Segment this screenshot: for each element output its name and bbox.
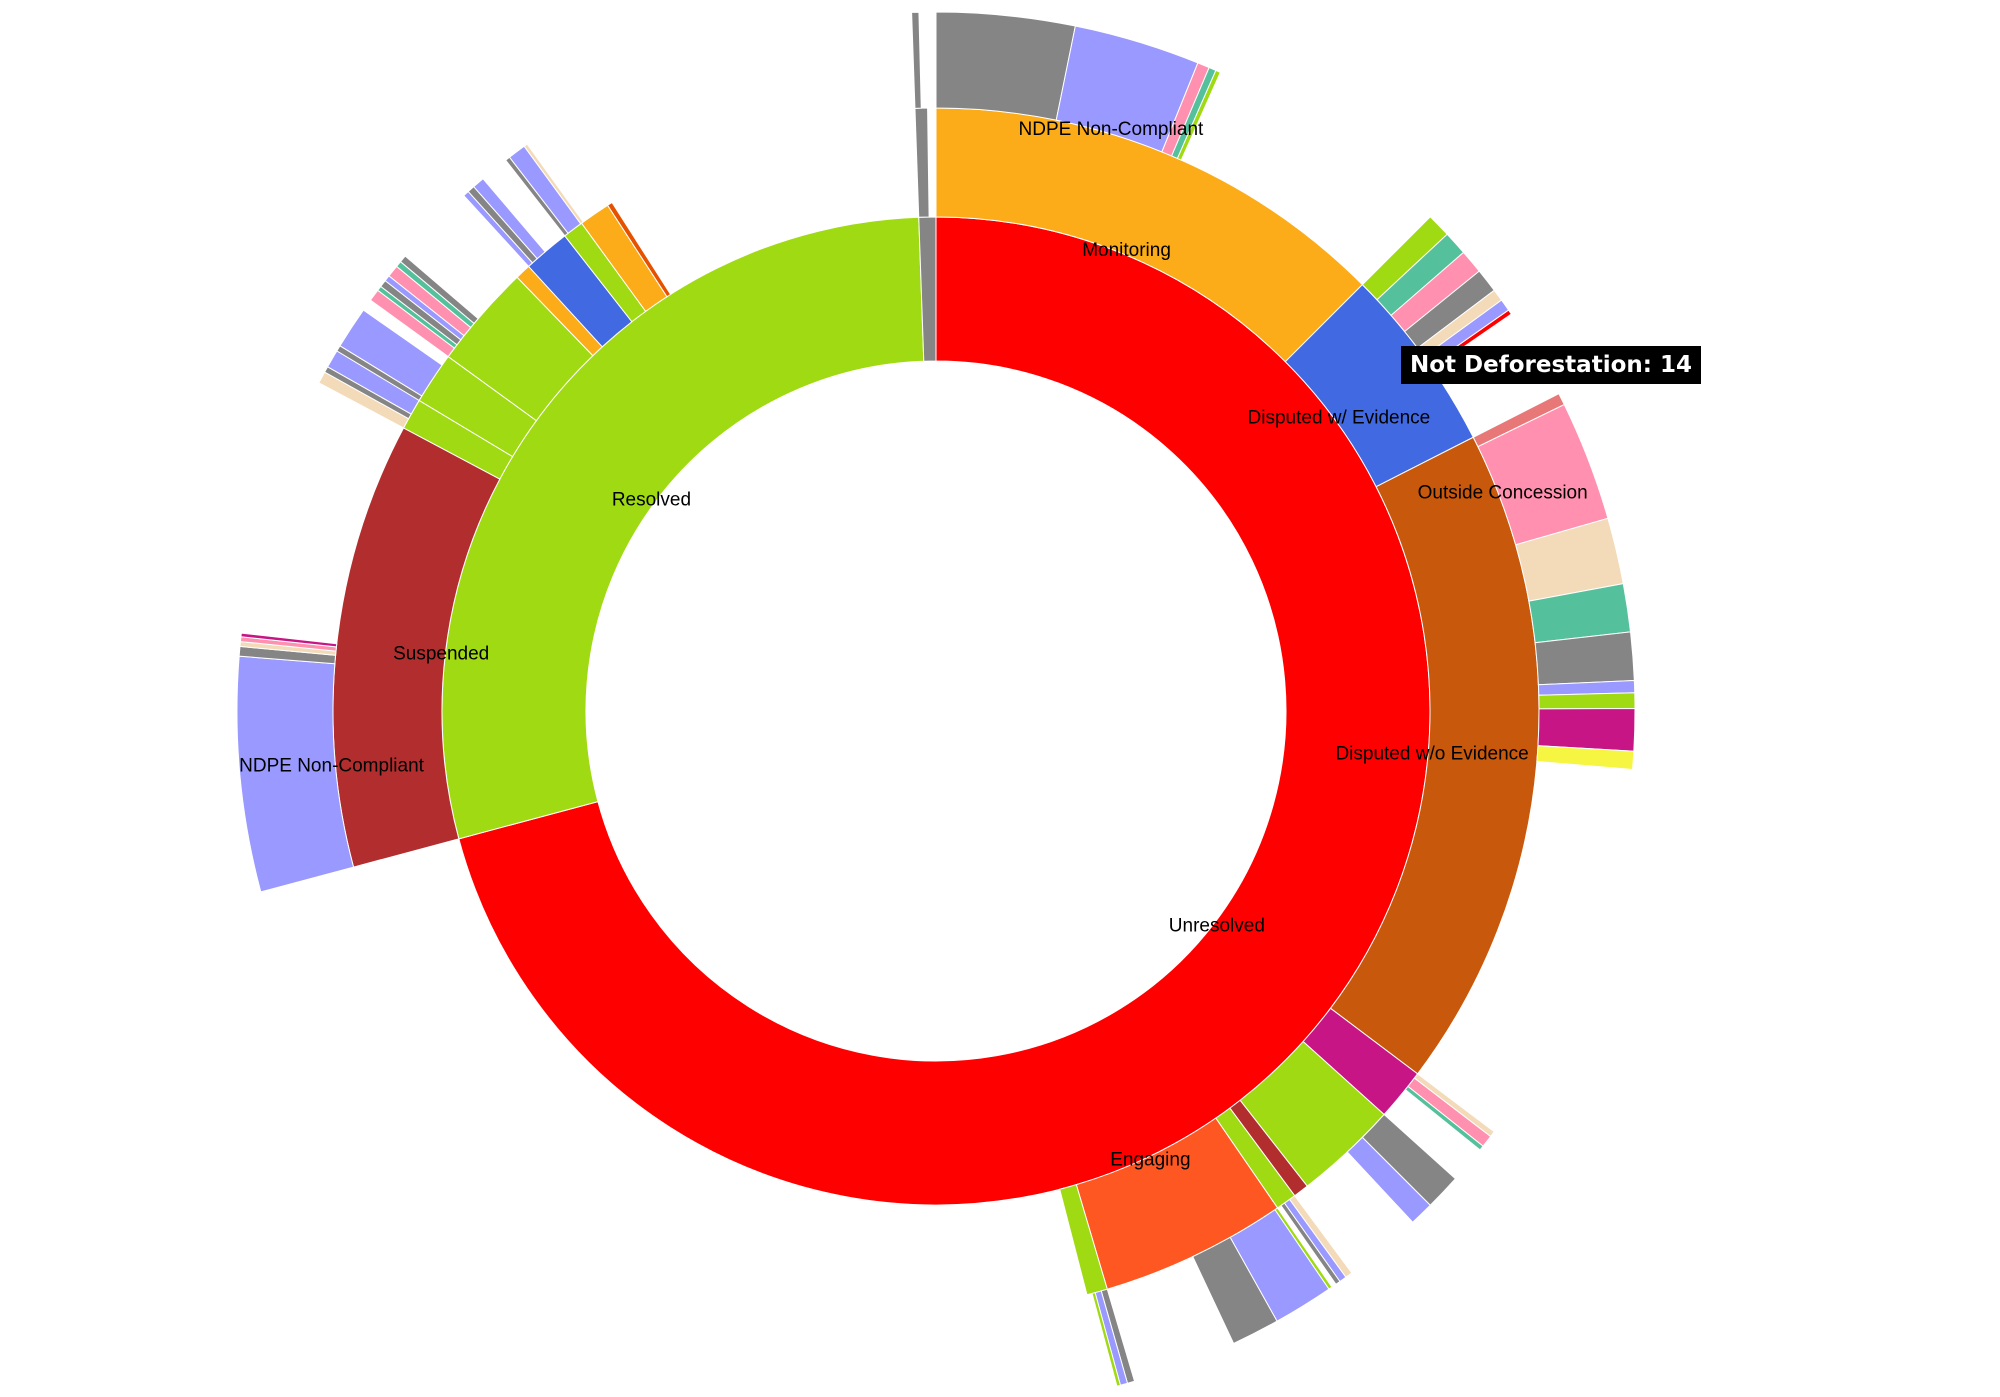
segment-label: Disputed w/ Evidence <box>1248 407 1431 428</box>
segment-label: Engaging <box>1110 1150 1190 1171</box>
sunburst-segment[interactable] <box>1192 1236 1278 1345</box>
sunburst-segment[interactable] <box>1280 1202 1341 1285</box>
sunburst-segment[interactable] <box>473 177 546 260</box>
segment-label: Disputed w/o Evidence <box>1335 743 1528 764</box>
sunburst-segment[interactable] <box>240 632 338 648</box>
segment-label: Suspended <box>393 644 489 665</box>
sunburst-segment[interactable] <box>1346 1136 1431 1223</box>
sunburst-segment[interactable] <box>935 11 1076 121</box>
sunburst-segment[interactable] <box>914 107 930 218</box>
sunburst-segment[interactable] <box>1536 745 1635 771</box>
segment-label: Outside Concession <box>1418 482 1588 503</box>
segment-label: NDPE Non-Compliant <box>239 756 425 777</box>
sunburst-segment[interactable] <box>1404 1085 1484 1151</box>
segment-label: Resolved <box>612 489 691 510</box>
sunburst-segment[interactable] <box>399 255 479 325</box>
segment-label: Monitoring <box>1082 240 1171 261</box>
sunburst-segment[interactable] <box>606 201 672 298</box>
sunburst-segment[interactable] <box>508 145 582 234</box>
sunburst-segment[interactable] <box>1407 1077 1492 1147</box>
sunburst-segment[interactable] <box>1537 708 1636 752</box>
tooltip: Not Deforestation: 14 <box>1401 346 1701 384</box>
sunburst-segment[interactable] <box>339 309 443 397</box>
sunburst-segment[interactable] <box>1538 692 1636 710</box>
sunburst-segment[interactable] <box>1091 1292 1122 1387</box>
sunburst-segment[interactable] <box>467 185 538 264</box>
sunburst-segment[interactable] <box>1176 69 1221 161</box>
segment-label: Unresolved <box>1169 916 1265 937</box>
sunburst-segment[interactable] <box>911 11 922 109</box>
segment-label: NDPE Non-Compliant <box>1019 119 1205 140</box>
